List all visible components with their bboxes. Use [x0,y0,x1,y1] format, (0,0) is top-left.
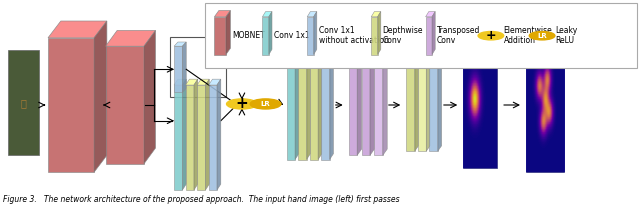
Polygon shape [209,79,221,85]
Polygon shape [418,53,430,59]
Text: Conv 1x1: Conv 1x1 [274,31,310,40]
Polygon shape [287,45,299,50]
Polygon shape [406,59,415,151]
Text: +: + [486,29,496,42]
Text: Transposed
Conv: Transposed Conv [437,26,481,45]
Polygon shape [371,12,381,17]
Polygon shape [186,79,198,85]
Polygon shape [48,21,107,38]
FancyBboxPatch shape [170,37,226,97]
Polygon shape [209,85,217,190]
Polygon shape [182,42,186,92]
Polygon shape [318,45,322,160]
Polygon shape [307,45,310,160]
Polygon shape [197,85,205,190]
Text: LR: LR [537,33,547,39]
Polygon shape [106,30,156,46]
Polygon shape [418,59,426,151]
Text: LR: LR [260,101,271,107]
Polygon shape [310,45,322,50]
Polygon shape [426,17,432,55]
Polygon shape [383,48,387,155]
Polygon shape [197,79,209,85]
Polygon shape [349,48,362,55]
Polygon shape [438,53,442,151]
Bar [8,50,39,155]
Polygon shape [415,53,419,151]
Polygon shape [321,50,330,160]
Text: ✋: ✋ [20,98,27,108]
Polygon shape [298,45,310,50]
Polygon shape [406,53,419,59]
Polygon shape [174,85,182,190]
Polygon shape [310,50,318,160]
Text: Leaky
ReLU: Leaky ReLU [555,26,577,45]
Circle shape [478,32,504,40]
Polygon shape [426,53,430,151]
Polygon shape [362,48,374,55]
Polygon shape [362,55,370,155]
Polygon shape [426,12,435,17]
Bar [463,42,497,168]
Polygon shape [429,53,442,59]
Polygon shape [182,79,186,190]
Polygon shape [378,12,381,55]
Polygon shape [262,12,272,17]
Text: Figure 3.   The network architecture of the proposed approach.  The input hand i: Figure 3. The network architecture of th… [3,195,400,204]
FancyBboxPatch shape [205,3,637,68]
Circle shape [227,99,257,109]
Bar [526,40,564,172]
Polygon shape [295,45,299,160]
Polygon shape [194,79,198,190]
Polygon shape [186,85,194,190]
Polygon shape [370,48,374,155]
Polygon shape [374,55,383,155]
Polygon shape [174,46,182,92]
Text: Conv 1x1
without activation: Conv 1x1 without activation [319,26,388,45]
Polygon shape [374,48,387,55]
Polygon shape [349,55,357,155]
Polygon shape [330,45,333,160]
Text: Depthwise
Conv: Depthwise Conv [383,26,423,45]
Polygon shape [321,45,333,50]
Polygon shape [432,12,435,55]
Polygon shape [106,46,144,164]
Text: MOBNET: MOBNET [232,31,265,40]
Polygon shape [205,79,209,190]
Polygon shape [262,17,269,55]
Circle shape [529,32,555,40]
Polygon shape [307,17,314,55]
Polygon shape [269,12,272,55]
Polygon shape [217,79,221,190]
Polygon shape [214,17,226,55]
Polygon shape [298,50,307,160]
Text: Elementwise
Addition: Elementwise Addition [504,26,552,45]
Polygon shape [174,79,186,85]
Polygon shape [214,10,230,17]
Polygon shape [226,10,230,55]
Polygon shape [429,59,438,151]
Polygon shape [307,12,317,17]
Circle shape [250,99,281,109]
Polygon shape [174,42,186,46]
Polygon shape [371,17,378,55]
Polygon shape [287,50,295,160]
Text: +: + [236,96,248,112]
Polygon shape [357,48,362,155]
Polygon shape [94,21,107,172]
Polygon shape [48,38,94,172]
Polygon shape [144,30,156,164]
Polygon shape [314,12,317,55]
